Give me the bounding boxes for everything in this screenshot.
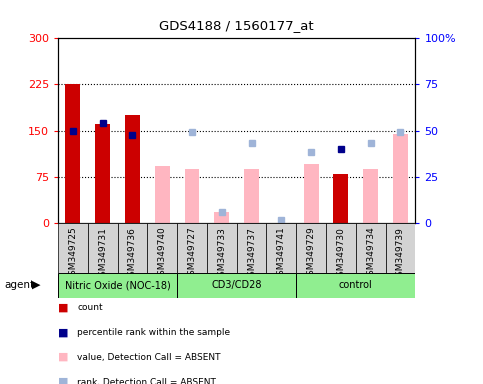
- Bar: [125, 115, 140, 223]
- Bar: [244, 169, 259, 223]
- Bar: [393, 134, 408, 223]
- FancyBboxPatch shape: [58, 223, 88, 273]
- Bar: [333, 174, 348, 223]
- Bar: [65, 84, 80, 223]
- FancyBboxPatch shape: [177, 273, 296, 298]
- Text: GSM349725: GSM349725: [69, 227, 77, 281]
- Text: GSM349731: GSM349731: [98, 227, 107, 281]
- FancyBboxPatch shape: [296, 273, 415, 298]
- Bar: [296, 38, 326, 223]
- Bar: [363, 169, 378, 223]
- Text: ■: ■: [58, 327, 69, 337]
- FancyBboxPatch shape: [356, 223, 385, 273]
- Text: CD3/CD28: CD3/CD28: [212, 280, 262, 290]
- Text: ■: ■: [58, 302, 69, 312]
- FancyBboxPatch shape: [267, 223, 296, 273]
- Text: GDS4188 / 1560177_at: GDS4188 / 1560177_at: [159, 19, 314, 32]
- Bar: [326, 38, 356, 223]
- Text: ■: ■: [58, 377, 69, 384]
- Text: GSM349733: GSM349733: [217, 227, 226, 281]
- Text: percentile rank within the sample: percentile rank within the sample: [77, 328, 230, 337]
- FancyBboxPatch shape: [117, 223, 147, 273]
- Text: Nitric Oxide (NOC-18): Nitric Oxide (NOC-18): [65, 280, 170, 290]
- Bar: [237, 38, 267, 223]
- FancyBboxPatch shape: [207, 223, 237, 273]
- Text: GSM349727: GSM349727: [187, 227, 197, 281]
- Bar: [356, 38, 385, 223]
- Text: control: control: [339, 280, 373, 290]
- Bar: [117, 38, 147, 223]
- Text: ■: ■: [58, 352, 69, 362]
- Text: GSM349737: GSM349737: [247, 227, 256, 281]
- Text: rank, Detection Call = ABSENT: rank, Detection Call = ABSENT: [77, 377, 216, 384]
- FancyBboxPatch shape: [58, 273, 177, 298]
- Text: GSM349730: GSM349730: [337, 227, 345, 281]
- Bar: [385, 38, 415, 223]
- FancyBboxPatch shape: [147, 223, 177, 273]
- Text: GSM349729: GSM349729: [307, 227, 315, 281]
- Bar: [214, 212, 229, 223]
- Bar: [95, 124, 110, 223]
- Text: GSM349741: GSM349741: [277, 227, 286, 281]
- Bar: [207, 38, 237, 223]
- Text: GSM349736: GSM349736: [128, 227, 137, 281]
- FancyBboxPatch shape: [326, 223, 356, 273]
- FancyBboxPatch shape: [177, 223, 207, 273]
- Bar: [267, 38, 296, 223]
- Text: ▶: ▶: [32, 280, 41, 290]
- Bar: [155, 166, 170, 223]
- Bar: [147, 38, 177, 223]
- Text: agent: agent: [5, 280, 35, 290]
- Text: count: count: [77, 303, 103, 312]
- FancyBboxPatch shape: [385, 223, 415, 273]
- Bar: [185, 169, 199, 223]
- FancyBboxPatch shape: [88, 223, 117, 273]
- Text: GSM349734: GSM349734: [366, 227, 375, 281]
- FancyBboxPatch shape: [237, 223, 267, 273]
- Text: GSM349739: GSM349739: [396, 227, 405, 281]
- Text: GSM349740: GSM349740: [158, 227, 167, 281]
- Bar: [88, 38, 117, 223]
- Bar: [177, 38, 207, 223]
- Text: value, Detection Call = ABSENT: value, Detection Call = ABSENT: [77, 353, 221, 362]
- Bar: [304, 164, 319, 223]
- Bar: [58, 38, 88, 223]
- FancyBboxPatch shape: [296, 223, 326, 273]
